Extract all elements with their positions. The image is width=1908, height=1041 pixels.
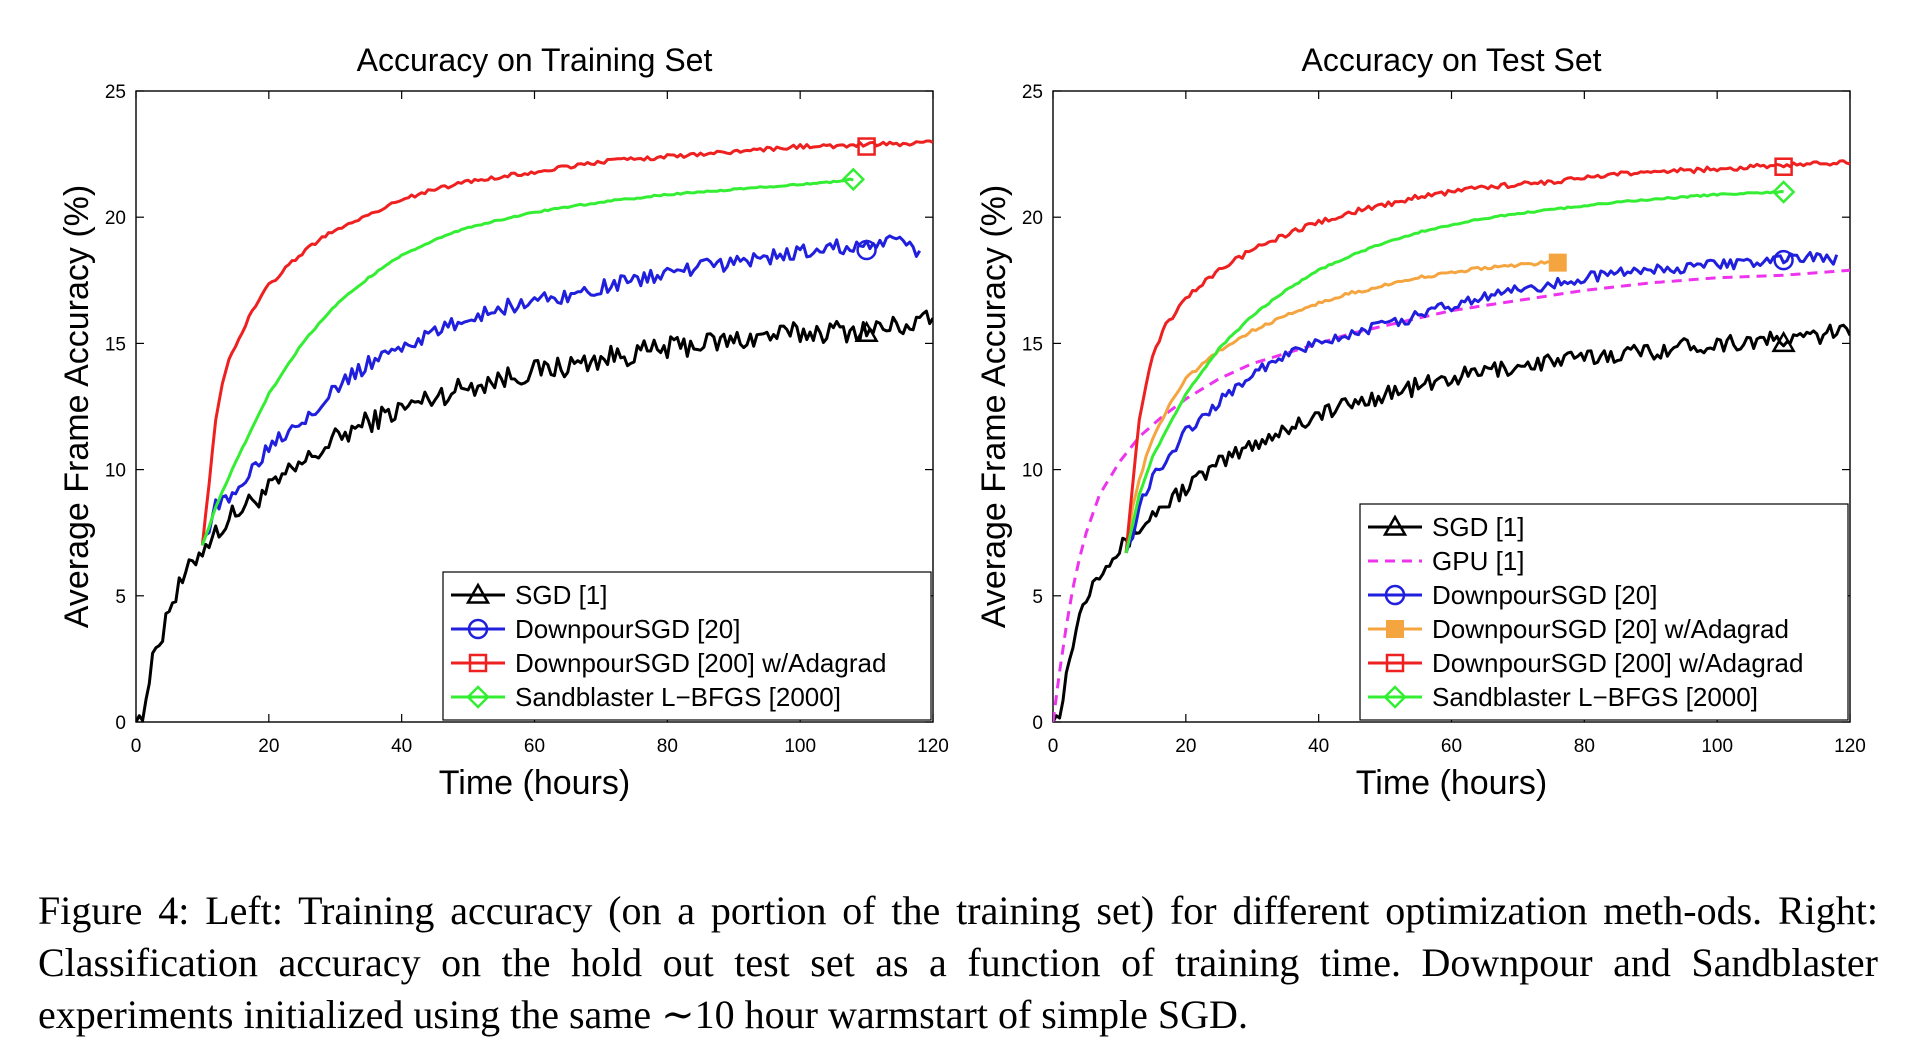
marker-sandblaster bbox=[1771, 180, 1796, 204]
x-tick-label: 120 bbox=[917, 736, 949, 757]
legend-marker-sgd bbox=[465, 582, 491, 604]
legend-label-sgd: SGD [1] bbox=[515, 580, 607, 610]
legend: SGD [1] GPU [1] DownpourSGD [20] DownpourSG… bbox=[1359, 503, 1849, 721]
y-tick-label: 15 bbox=[1022, 334, 1043, 355]
x-tick-label: 80 bbox=[657, 736, 678, 757]
marker-downpour20 bbox=[1773, 249, 1794, 271]
series-line-downpour20_adagrad bbox=[1124, 260, 1558, 554]
legend-label-downpour20_adagrad: DownpourSGD [20] w/Adagrad bbox=[1432, 614, 1789, 644]
legend-label-downpour20: DownpourSGD [20] bbox=[1432, 580, 1657, 610]
x-tick-label: 40 bbox=[1308, 736, 1329, 757]
figure-caption: Figure 4: Left: Training accuracy (on a … bbox=[38, 888, 1878, 1037]
legend-marker-downpour200_adagrad bbox=[1385, 653, 1405, 673]
y-tick-label: 10 bbox=[105, 461, 126, 482]
series-line-downpour200_adagrad bbox=[200, 139, 933, 546]
marker-downpour200_adagrad bbox=[1774, 157, 1793, 176]
x-tick-label: 20 bbox=[258, 736, 279, 757]
x-tick-label: 100 bbox=[1701, 736, 1733, 757]
marker-downpour20 bbox=[856, 239, 877, 261]
series-line-sgd bbox=[1053, 323, 1850, 722]
x-tick-label: 60 bbox=[1441, 736, 1462, 757]
chart-title: Accuracy on Training Set bbox=[357, 42, 713, 78]
legend-label-downpour200_adagrad: DownpourSGD [200] w/Adagrad bbox=[515, 648, 886, 678]
x-tick-label: 60 bbox=[524, 736, 545, 757]
y-tick-label: 25 bbox=[1022, 82, 1043, 103]
y-tick-label: 20 bbox=[1022, 208, 1043, 229]
y-axis-label: Average Frame Accuracy (%) bbox=[58, 185, 96, 628]
chart-panel-2: 0 20 40 60 80 100 120 0 5 10 15 20 25 Accuracy on Tes… bbox=[975, 42, 1866, 802]
y-axis-label: Average Frame Accuracy (%) bbox=[975, 185, 1013, 628]
legend-label-gpu: GPU [1] bbox=[1432, 546, 1524, 576]
y-tick-label: 0 bbox=[115, 713, 126, 734]
legend-box bbox=[442, 571, 932, 721]
chart-title: Accuracy on Test Set bbox=[1302, 42, 1602, 78]
legend-marker-sandblaster bbox=[466, 685, 490, 709]
y-tick-label: 20 bbox=[105, 208, 126, 229]
series-line-downpour200_adagrad bbox=[1124, 159, 1850, 554]
x-tick-label: 80 bbox=[1574, 736, 1595, 757]
x-tick-label: 100 bbox=[784, 736, 816, 757]
legend-label-sandblaster: Sandblaster L−BFGS [2000] bbox=[515, 682, 841, 712]
legend-label-downpour20: DownpourSGD [20] bbox=[515, 614, 740, 644]
chart-panel-1: 0 20 40 60 80 100 120 0 5 10 15 20 25 Accuracy on Tra… bbox=[58, 42, 949, 802]
series-line-downpour20 bbox=[1124, 251, 1839, 554]
y-tick-label: 5 bbox=[115, 587, 126, 608]
x-tick-label: 0 bbox=[131, 736, 142, 757]
legend-marker-downpour20 bbox=[1384, 584, 1406, 606]
y-tick-label: 0 bbox=[1032, 713, 1043, 734]
x-axis-label: Time (hours) bbox=[1356, 764, 1547, 802]
series-line-sandblaster bbox=[1124, 190, 1784, 554]
y-tick-label: 5 bbox=[1032, 587, 1043, 608]
y-tick-label: 10 bbox=[1022, 461, 1043, 482]
series-line-sandblaster bbox=[200, 177, 854, 546]
x-tick-label: 0 bbox=[1048, 736, 1059, 757]
y-tick-label: 15 bbox=[105, 334, 126, 355]
legend-box bbox=[1359, 503, 1849, 721]
x-tick-label: 40 bbox=[391, 736, 412, 757]
legend-marker-downpour20_adagrad bbox=[1386, 620, 1404, 638]
legend-marker-downpour20 bbox=[467, 618, 489, 640]
marker-sgd bbox=[854, 320, 879, 343]
y-tick-label: 25 bbox=[105, 82, 126, 103]
legend-marker-sandblaster bbox=[1383, 685, 1407, 709]
series-line-downpour20 bbox=[200, 234, 921, 546]
x-tick-label: 20 bbox=[1175, 736, 1196, 757]
legend-label-sandblaster: Sandblaster L−BFGS [2000] bbox=[1432, 682, 1758, 712]
legend-marker-sgd bbox=[1382, 514, 1408, 536]
marker-sandblaster bbox=[841, 167, 866, 192]
marker-downpour20_adagrad bbox=[1548, 253, 1567, 272]
legend-label-sgd: SGD [1] bbox=[1432, 512, 1524, 542]
marker-downpour200_adagrad bbox=[857, 137, 876, 156]
legend-label-downpour200_adagrad: DownpourSGD [200] w/Adagrad bbox=[1432, 648, 1803, 678]
x-axis-label: Time (hours) bbox=[439, 764, 630, 802]
x-tick-label: 120 bbox=[1834, 736, 1866, 757]
series-line-gpu bbox=[1053, 268, 1850, 722]
legend-marker-downpour200_adagrad bbox=[468, 653, 488, 673]
series-line-sgd bbox=[136, 309, 933, 722]
legend: SGD [1] DownpourSGD [20] DownpourSGD [200]… bbox=[442, 571, 932, 721]
marker-sgd bbox=[1771, 330, 1796, 353]
